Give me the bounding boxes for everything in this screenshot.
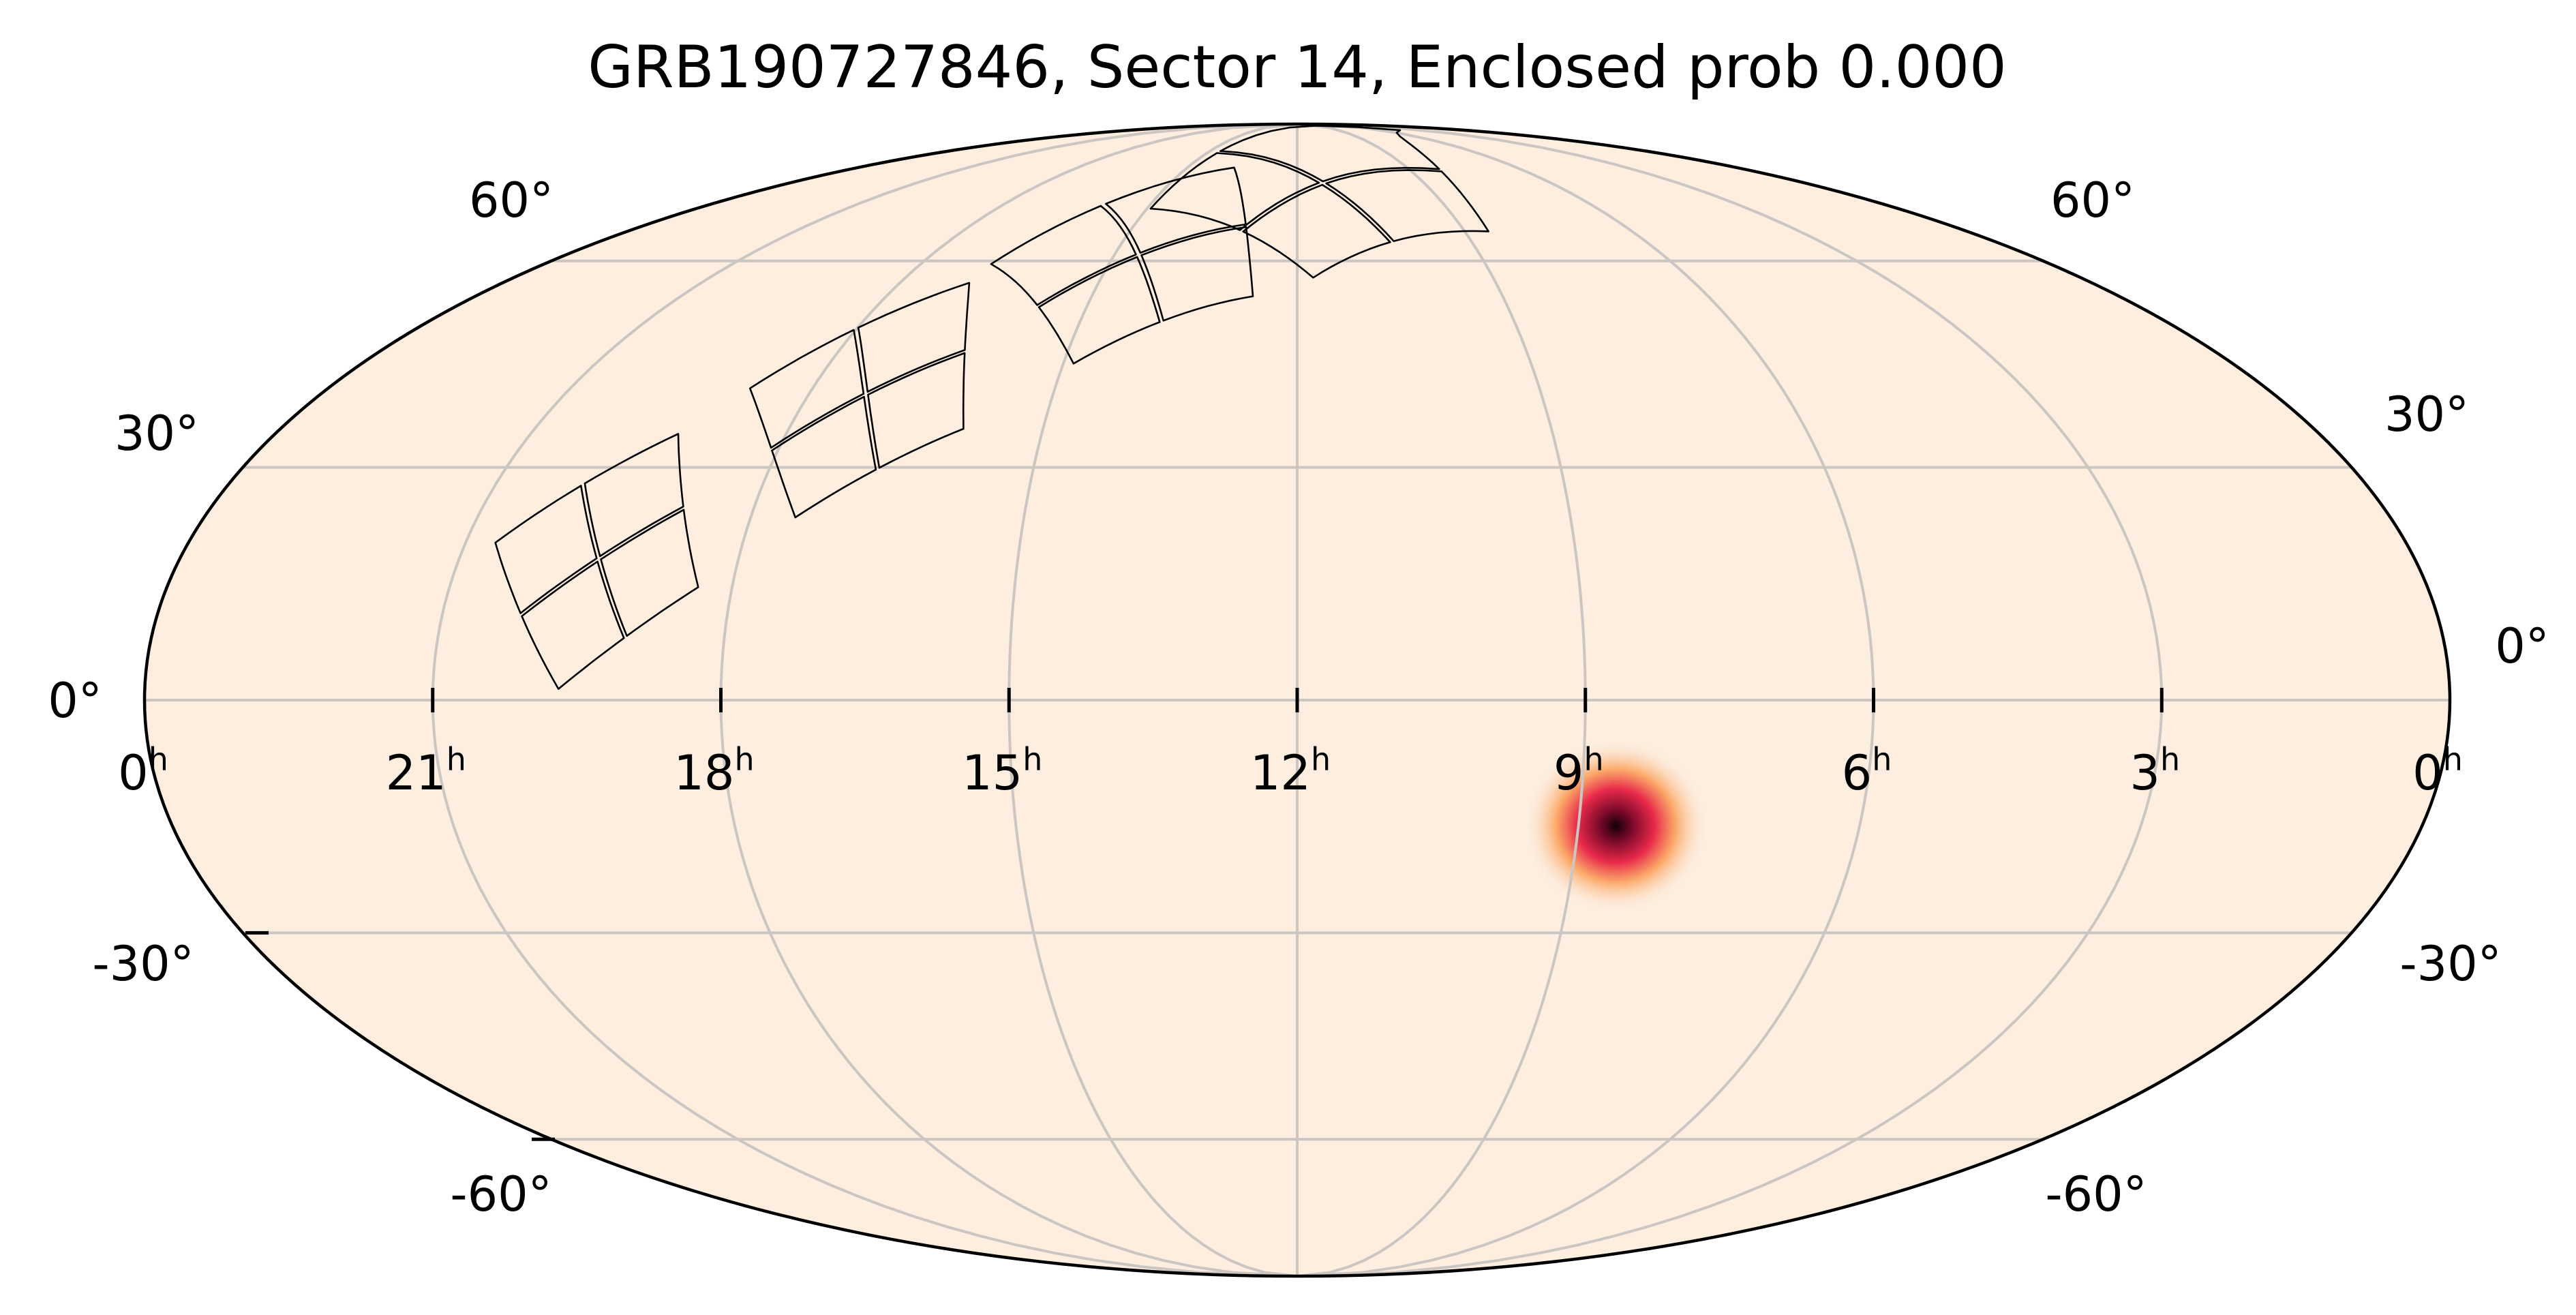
dec-tick-label: -30° xyxy=(2399,936,2501,992)
ccd-tile xyxy=(1105,166,1247,254)
ra-tick-label: 21h xyxy=(386,741,466,801)
camera-1 xyxy=(494,433,699,690)
ccd-tile xyxy=(857,282,971,393)
dec-tick-label: 0° xyxy=(2495,618,2549,674)
ra-tick-label: 0h xyxy=(118,741,168,801)
ra-tick-label: 12h xyxy=(1250,741,1331,801)
ra-tick-label: 9h xyxy=(1554,741,1604,801)
ccd-tile xyxy=(584,433,684,558)
ra-tick-label: 15h xyxy=(962,741,1042,801)
dec-tick-label: 30° xyxy=(2384,387,2469,442)
camera-2 xyxy=(748,282,971,519)
camera-4 xyxy=(1149,125,1489,279)
ccd-tile xyxy=(1325,169,1489,242)
ccd-tile xyxy=(990,205,1137,306)
ccd-tile xyxy=(1140,226,1254,322)
dec-tick-label: -60° xyxy=(2045,1166,2147,1222)
ra-tick-label: 0h xyxy=(2412,741,2463,801)
probability-heatmap xyxy=(1524,738,1708,913)
sector-footprint xyxy=(494,125,1489,690)
ra-tick-label: 3h xyxy=(2130,741,2180,801)
axis-labels: 0h 21h 18h 15h 12h 9h 6h 3h 0h 60° 60° 30° 30° 0° 0° -3… xyxy=(48,172,2549,1222)
dec-tick-label: 30° xyxy=(115,406,199,462)
ccd-tile xyxy=(1037,256,1161,365)
ccd-tile xyxy=(1242,183,1391,279)
axis-ticks xyxy=(245,688,2164,1141)
ccd-tile xyxy=(748,329,865,449)
ccd-tile xyxy=(600,509,699,637)
ccd-tile xyxy=(771,395,877,519)
sky-outline xyxy=(142,122,2452,1278)
probability-peak xyxy=(1524,738,1708,913)
dec-tick-label: 60° xyxy=(469,172,554,228)
ra-tick-label: 6h xyxy=(1842,741,1892,801)
dec-tick-label: 60° xyxy=(2050,172,2135,228)
ccd-tile xyxy=(521,560,625,690)
ra-tick-label: 18h xyxy=(673,741,754,801)
dec-tick-label: -30° xyxy=(92,936,194,992)
dec-tick-label: 0° xyxy=(48,673,102,729)
ccd-tile xyxy=(1219,125,1440,183)
ccd-tile xyxy=(1149,152,1320,231)
camera-3 xyxy=(990,166,1254,365)
chart-title: GRB190727846, Sector 14, Enclosed prob 0… xyxy=(588,33,2007,102)
ccd-tile xyxy=(867,352,966,469)
dec-tick-label: -60° xyxy=(450,1166,551,1222)
ccd-tile xyxy=(494,485,598,614)
